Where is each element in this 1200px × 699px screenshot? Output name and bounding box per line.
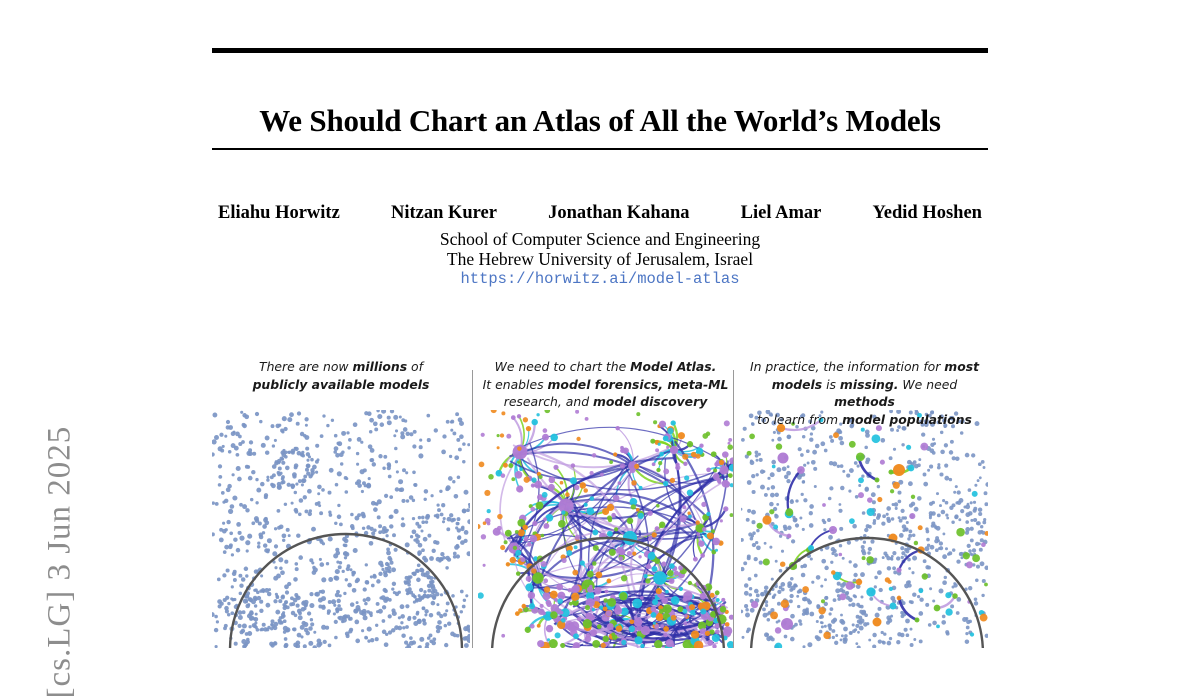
author-name: Eliahu Horwitz: [218, 203, 340, 223]
paper-page-column: We Should Chart an Atlas of All the Worl…: [212, 0, 988, 648]
scatter-svg: [212, 410, 470, 648]
title-rule-top: [212, 48, 988, 53]
panel-caption: In practice, the information for most mod…: [749, 359, 980, 427]
sparse-svg: [741, 410, 988, 648]
teaser-figure: There are now millions of publicly availa…: [212, 352, 988, 648]
globe-arc: [228, 532, 464, 648]
panel-artwork-sparse: [741, 410, 988, 648]
affiliation-line-2: The Hebrew University of Jerusalem, Isra…: [446, 249, 754, 269]
author-name: Yedid Hoshen: [872, 203, 982, 223]
author-name: Nitzan Kurer: [390, 203, 497, 223]
author-name: Jonathan Kahana: [548, 203, 690, 223]
figure-panel-models-scatter: There are now millions of publicly availa…: [212, 352, 470, 648]
panel-artwork-scatter: [212, 410, 470, 648]
affiliation-line-1: School of Computer Science and Engineeri…: [439, 229, 761, 249]
panel-divider: [733, 370, 734, 648]
globe-arc: [750, 536, 984, 648]
figure-panel-model-atlas: We need to chart the Model Atlas. It enab…: [478, 352, 733, 648]
title-rule-bottom: [212, 148, 988, 150]
panel-caption: There are now millions of publicly availa…: [252, 359, 430, 392]
network-svg: [478, 410, 733, 648]
panel-caption: We need to chart the Model Atlas. It enab…: [482, 359, 729, 409]
author-list: Eliahu Horwitz Nitzan Kurer Jonathan Kah…: [212, 202, 988, 224]
panel-artwork-network: [478, 410, 733, 648]
project-page-link[interactable]: https://horwitz.ai/model-atlas: [460, 270, 740, 288]
panel-divider: [472, 370, 473, 648]
author-name: Liel Amar: [740, 203, 822, 223]
arxiv-stamp-text: [cs.LG] 3 Jun 2025: [41, 425, 78, 699]
figure-panel-missing-info: In practice, the information for most mod…: [741, 352, 988, 648]
globe-arc: [491, 536, 725, 648]
arxiv-stamp: [cs.LG] 3 Jun 2025: [0, 0, 200, 699]
page-title: We Should Chart an Atlas of All the Worl…: [259, 102, 941, 138]
